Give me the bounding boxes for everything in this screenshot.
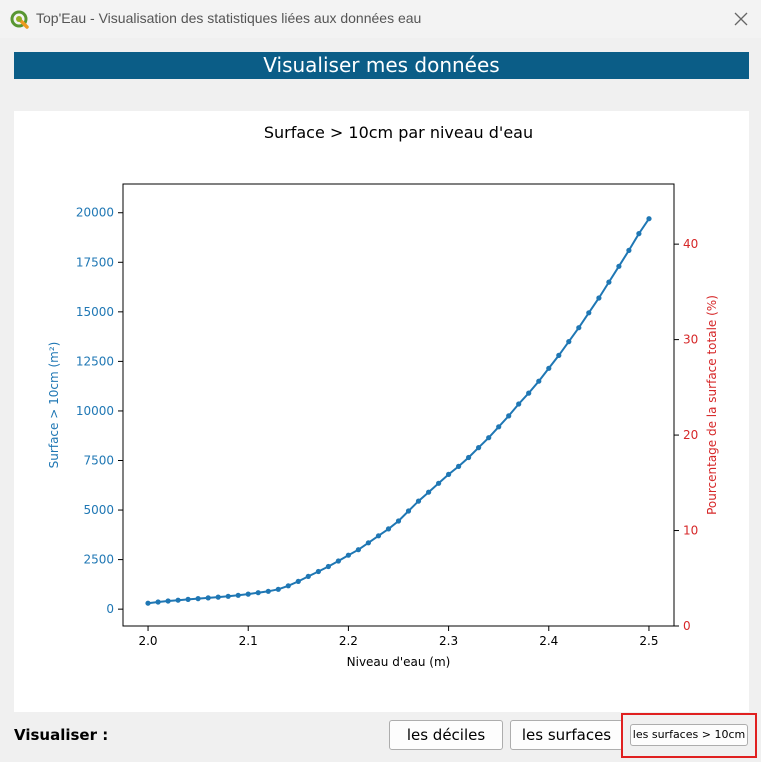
close-icon [734,12,748,26]
data-point [476,445,482,451]
data-point [426,489,432,495]
data-point [255,590,261,596]
surfaces-10cm-button[interactable]: les surfaces > 10cm [630,724,748,746]
x-axis-label: Niveau d'eau (m) [347,655,451,669]
data-point [456,463,462,469]
qgis-icon [10,10,29,29]
data-point [516,401,522,407]
y2-axis-label: Pourcentage de la surface totale (%) [705,295,719,515]
window-titlebar: Top'Eau - Visualisation des statistiques… [0,0,761,38]
data-point [175,597,181,603]
data-point [205,595,211,601]
data-point [155,599,161,605]
data-point [235,592,241,598]
chart-title: Surface > 10cm par niveau d'eau [264,123,533,142]
plot-frame [122,183,675,627]
data-point [466,454,472,461]
data-point [365,540,371,546]
data-point [626,247,632,253]
data-point [526,390,532,396]
close-button[interactable] [728,6,754,32]
y2-tick-label: 0 [683,619,691,633]
surfaces-button[interactable]: les surfaces [510,720,623,750]
data-point [225,593,231,599]
data-point [215,594,221,600]
data-point [586,310,592,316]
data-point [165,598,171,604]
data-point [436,480,442,486]
visualize-label: Visualiser : [14,726,109,744]
y-tick-label: 7500 [83,453,114,467]
series-line [147,218,650,605]
x-tick-label: 2.3 [439,634,458,648]
data-point [375,533,382,539]
x-tick-label: 2.2 [339,634,358,648]
data-point [295,578,301,584]
x-tick-label: 2.4 [539,634,558,648]
y-tick-label: 2500 [83,553,114,567]
data-point [576,325,582,331]
y-tick-label: 20000 [76,206,114,220]
data-point [646,216,652,222]
data-point [345,552,351,558]
data-point [385,526,392,532]
y2-tick-label: 30 [683,333,698,347]
x-tick-label: 2.1 [239,634,258,648]
y-axis-label: Surface > 10cm (m²) [47,342,61,469]
data-point [275,586,281,592]
y-tick-label: 5000 [83,503,114,517]
data-point [636,231,642,237]
data-point [405,508,412,514]
data-point [305,573,311,579]
y-tick-label: 0 [106,602,114,616]
surface-chart: Surface > 10cm par niveau d'eau 2.0 2.1 2.2… [47,123,719,669]
data-point [395,518,402,524]
data-point [496,424,502,430]
data-point [566,339,572,345]
data-point [245,591,251,597]
window-title: Top'Eau - Visualisation des statistiques… [36,10,422,26]
data-point [185,596,191,602]
section-banner: Visualiser mes données [14,52,749,79]
deciles-button[interactable]: les déciles [389,720,503,750]
data-point [446,471,452,477]
data-point [265,588,271,594]
data-point [606,279,612,285]
y-tick-label: 17500 [76,255,114,269]
data-point [486,435,492,441]
y-tick-label: 15000 [76,305,114,319]
y-tick-label: 10000 [76,404,114,418]
x-tick-label: 2.5 [639,634,658,648]
chart-area: Surface > 10cm par niveau d'eau 2.0 2.1 2.2… [14,111,749,712]
data-point [335,558,341,564]
data-point [415,498,422,504]
y2-tick-label: 40 [683,237,698,251]
y-tick-label: 12500 [76,354,114,368]
data-point [616,263,622,269]
data-point [325,563,331,570]
data-point [546,365,552,371]
data-point [285,583,291,589]
data-point [145,600,151,606]
y2-tick-label: 10 [683,524,698,538]
data-point [556,352,562,358]
data-point [195,596,201,602]
data-point [506,413,512,419]
data-point [596,295,602,301]
y2-tick-label: 20 [683,428,698,442]
data-point [536,378,542,384]
data-point [315,568,321,575]
data-point [355,547,361,553]
x-tick-label: 2.0 [138,634,157,648]
